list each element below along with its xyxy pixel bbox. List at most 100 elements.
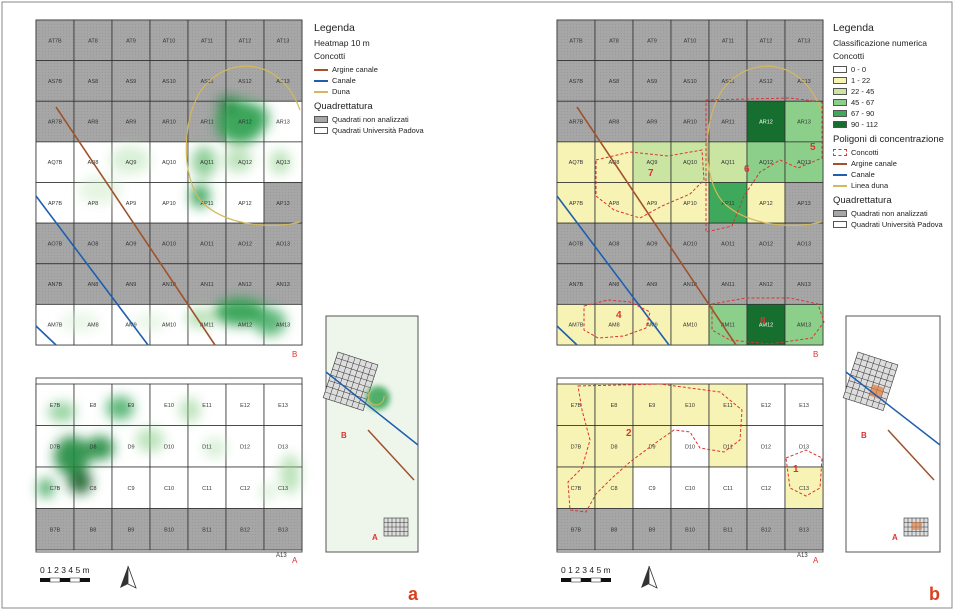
legend-b-concotti: Concotti <box>833 51 865 61</box>
grid-cell-label: AM12 <box>238 323 252 329</box>
class-swatch <box>833 66 847 73</box>
grid-cell <box>556 222 596 265</box>
grid-cell <box>746 141 786 183</box>
sector-b-label-b: B <box>813 350 818 359</box>
grid-cell-label: AP10 <box>162 201 175 207</box>
grid-cell <box>632 263 672 305</box>
panel-b-inset-canal <box>845 371 941 446</box>
grid-cell <box>111 263 151 305</box>
legend-b-grid-title: Quadrettatura <box>833 195 892 206</box>
grid-cell <box>670 60 710 102</box>
grid-cell-label: C10 <box>164 486 174 492</box>
panel-a-top-canal-2 <box>35 325 57 346</box>
grid-cell-label: AR11 <box>200 120 213 126</box>
legend-b-grid-1: Quadrati Università Padova <box>833 219 953 230</box>
grid-cell-label: AO13 <box>797 241 811 247</box>
grid-cell-label: AQ7B <box>569 160 584 166</box>
sector-b-label-a: B <box>292 350 297 359</box>
grid-cell-label: AQ11 <box>200 160 214 166</box>
grid-cell-label: AS8 <box>609 79 619 85</box>
grid-cell-label: D9 <box>127 444 134 450</box>
grid-cell-label: AT7B <box>48 38 62 44</box>
grid-cell <box>784 100 824 143</box>
grid-cell-label: AR11 <box>721 120 734 126</box>
grid-cell-label: AO12 <box>759 241 773 247</box>
grid-cell <box>225 222 265 265</box>
grid-cell-label: AN13 <box>797 282 811 288</box>
grid-cell-label: AP7B <box>569 201 583 207</box>
polygon-7 <box>595 149 705 219</box>
grid-cell-label: C7B <box>571 486 582 492</box>
grid-cell-label: C8 <box>610 486 617 492</box>
legend-b-class-4-label: 67 - 90 <box>851 109 875 118</box>
grid-cell <box>632 19 672 62</box>
grid-cell <box>187 508 227 551</box>
grid-cell-label: B10 <box>685 527 695 533</box>
legend-b-class-2: 22 - 45 <box>833 86 953 97</box>
grid-cell-label: B8 <box>90 527 97 533</box>
grid-cell <box>708 466 748 509</box>
grid-cell <box>784 222 824 265</box>
grid-cell-label: AQ10 <box>162 160 176 166</box>
grid-cell-label: AM12 <box>759 323 773 329</box>
grid-cell-label: AT13 <box>798 38 811 44</box>
legend-a-line-0-label: Argine canale <box>332 65 378 74</box>
legend-b-line-2-label: Linea duna <box>851 181 889 190</box>
grid-cell-label: E10 <box>685 403 695 409</box>
grid-cell <box>149 141 189 183</box>
grid-cell-label: AR8 <box>609 120 620 126</box>
grid-cell <box>35 60 75 102</box>
grid-cell-label: E11 <box>723 403 732 409</box>
grid-cell <box>187 19 227 62</box>
grid-cell-label: E7B <box>50 403 61 409</box>
grid-cell-label: B11 <box>202 527 211 533</box>
legend-b-line-2: Linea duna <box>833 180 953 191</box>
panel-a-inset-dune <box>367 389 385 406</box>
grid-cell-label: B8 <box>611 527 618 533</box>
grid-cell <box>35 508 75 551</box>
legend-b-polygon-item: Concotti <box>833 147 953 158</box>
grid-cell-label: AS10 <box>162 79 175 85</box>
grid-cell-label: E10 <box>164 403 174 409</box>
panel-b-inset-bank <box>887 429 935 481</box>
inset-b-label-b: B <box>861 431 867 440</box>
grid-cell <box>225 182 265 224</box>
extra-label-b: A13 <box>797 553 808 559</box>
grid-cell <box>35 263 75 305</box>
grid-cell <box>35 182 75 224</box>
grid-cell-label: AO13 <box>276 241 290 247</box>
grid-cell-label: AO10 <box>162 241 176 247</box>
grid-cell <box>556 263 596 305</box>
panel-a-top-heat <box>60 96 290 336</box>
panel-b-legend: Legenda Classificazione numerica Concott… <box>833 22 953 230</box>
grid-cell <box>111 100 151 143</box>
panel-a-top-canal <box>35 195 149 346</box>
grid-cell-label: AM8 <box>608 323 619 329</box>
polygon-1 <box>785 449 823 497</box>
panel-b-bottom-grid <box>556 383 824 551</box>
grid-cell-label: AQ11 <box>721 160 735 166</box>
grid-cell <box>784 383 824 426</box>
grid-cell-label: B13 <box>799 527 809 533</box>
grid-cell-label: AQ13 <box>797 160 811 166</box>
legend-a-line-0: Argine canale <box>314 64 454 75</box>
duna-line-swatch <box>314 90 328 93</box>
grid-cell <box>225 508 265 551</box>
grid-cell-label: B12 <box>240 527 250 533</box>
grid-cell-label: AP12 <box>759 201 772 207</box>
grid-cell-label: AO12 <box>238 241 252 247</box>
panel-a-inset-canal <box>325 371 419 446</box>
legend-b-class-2-label: 22 - 45 <box>851 87 875 96</box>
grid-cell <box>708 100 748 143</box>
grid-cell-label: E8 <box>611 403 618 409</box>
extra-label-a: A13 <box>276 553 287 559</box>
panel-b-top-canal-bank <box>576 106 737 346</box>
grid-cell-label: AQ9 <box>646 160 657 166</box>
polygon-label-1: 1 <box>793 464 799 475</box>
grid-cell-label: AS12 <box>759 79 772 85</box>
north-arrow-a <box>120 565 137 589</box>
grid-cell <box>111 508 151 551</box>
legend-b-polygons-title: Poligoni di concentrazione <box>833 134 944 145</box>
grid-cell <box>556 141 596 183</box>
